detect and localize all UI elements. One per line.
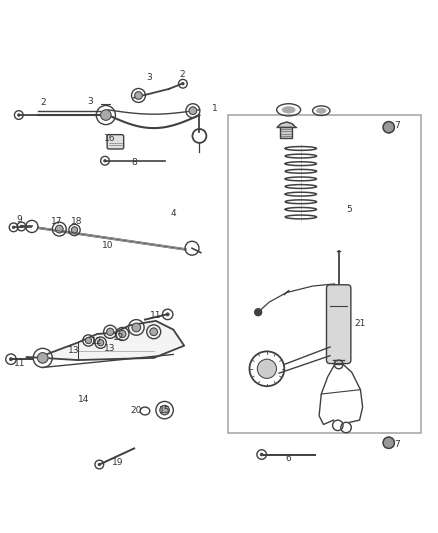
- Circle shape: [257, 359, 276, 378]
- Circle shape: [182, 83, 184, 85]
- Circle shape: [9, 358, 13, 361]
- Text: 4: 4: [170, 209, 176, 218]
- Text: 6: 6: [286, 454, 292, 463]
- Circle shape: [104, 159, 106, 162]
- Text: 9: 9: [17, 215, 22, 224]
- Text: 19: 19: [112, 458, 124, 467]
- Circle shape: [119, 330, 126, 337]
- Text: 12: 12: [92, 337, 103, 346]
- Text: 20: 20: [131, 407, 142, 416]
- Circle shape: [383, 122, 394, 133]
- Text: 14: 14: [78, 395, 89, 403]
- FancyBboxPatch shape: [107, 135, 124, 149]
- Text: 2: 2: [179, 70, 185, 79]
- Circle shape: [98, 463, 101, 466]
- Circle shape: [106, 328, 114, 335]
- Text: 17: 17: [51, 217, 62, 226]
- Circle shape: [71, 227, 78, 233]
- Circle shape: [383, 437, 394, 448]
- Circle shape: [260, 453, 263, 456]
- Bar: [228, 115, 421, 433]
- Bar: [280, 127, 292, 138]
- Ellipse shape: [282, 107, 295, 113]
- Text: 12: 12: [113, 333, 124, 342]
- Text: 5: 5: [347, 205, 353, 214]
- Circle shape: [189, 107, 197, 115]
- Text: 18: 18: [71, 217, 83, 226]
- Circle shape: [18, 114, 20, 116]
- Text: 11: 11: [150, 311, 162, 320]
- Circle shape: [160, 405, 170, 415]
- Text: 7: 7: [395, 440, 400, 449]
- Circle shape: [166, 313, 169, 316]
- Circle shape: [98, 340, 104, 346]
- Text: 3: 3: [146, 72, 152, 82]
- Circle shape: [150, 328, 158, 336]
- Circle shape: [254, 309, 261, 316]
- Text: 15: 15: [159, 406, 170, 415]
- Text: 10: 10: [102, 241, 114, 250]
- Circle shape: [12, 226, 15, 229]
- Text: 16: 16: [104, 134, 116, 143]
- Circle shape: [101, 110, 111, 120]
- Text: 2: 2: [40, 99, 46, 107]
- Text: 11: 11: [14, 359, 25, 368]
- Text: 21: 21: [355, 319, 366, 328]
- Circle shape: [20, 225, 23, 228]
- Polygon shape: [277, 122, 296, 127]
- Circle shape: [85, 337, 92, 344]
- Text: 8: 8: [131, 158, 137, 167]
- Circle shape: [38, 353, 48, 363]
- Polygon shape: [27, 321, 184, 360]
- Circle shape: [132, 323, 141, 332]
- Text: 13: 13: [103, 344, 115, 353]
- Circle shape: [56, 225, 63, 233]
- Ellipse shape: [317, 108, 326, 114]
- Circle shape: [134, 92, 142, 99]
- FancyBboxPatch shape: [326, 285, 351, 364]
- Text: 7: 7: [395, 122, 400, 131]
- Text: 3: 3: [88, 98, 93, 107]
- Text: 13: 13: [68, 345, 80, 354]
- Text: 1: 1: [212, 104, 218, 114]
